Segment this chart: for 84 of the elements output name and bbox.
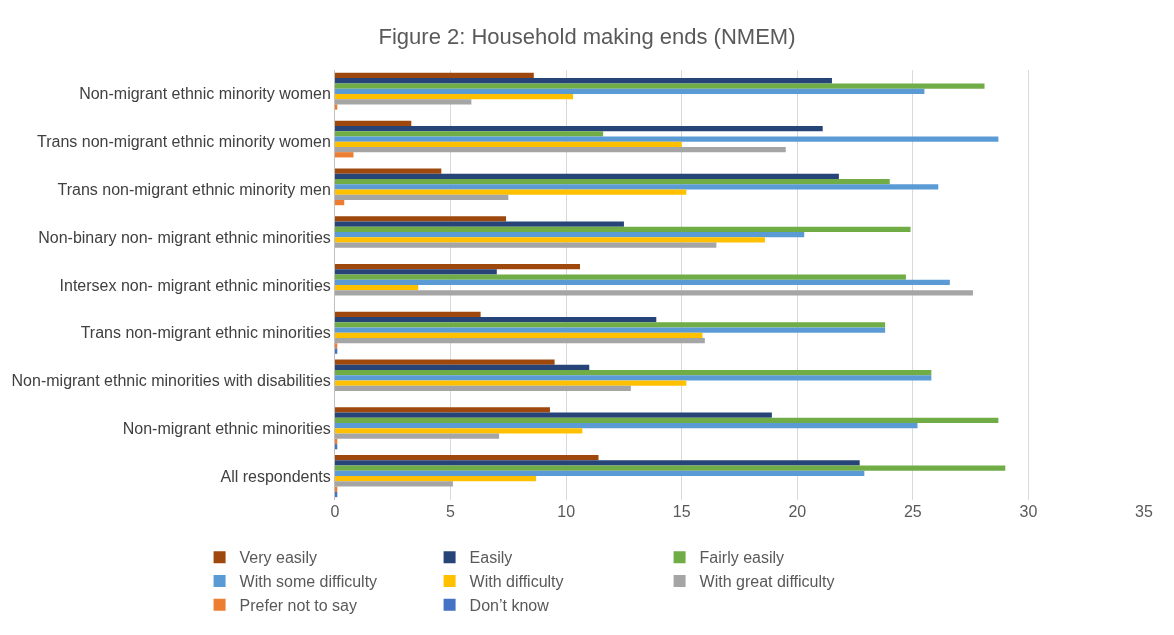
x-tick-label: 25	[903, 503, 922, 520]
bar	[335, 460, 860, 466]
bar	[335, 221, 624, 227]
chart-title: Figure 2: Household making ends (NMEM)	[378, 23, 796, 49]
bar	[335, 380, 687, 386]
bar	[335, 343, 338, 349]
bar	[335, 152, 354, 158]
y-tick-label: Trans non-migrant ethnic minority men	[57, 181, 331, 199]
bar	[335, 242, 717, 248]
bar	[335, 375, 932, 381]
bar	[335, 269, 497, 275]
bar	[335, 88, 925, 94]
bar	[335, 359, 555, 365]
y-tick-label: Intersex non- migrant ethnic minorities	[59, 276, 331, 294]
bar	[335, 194, 509, 200]
bar	[335, 93, 574, 100]
bar	[335, 237, 765, 243]
legend-label: With some difficulty	[239, 573, 378, 591]
bar	[335, 476, 537, 482]
bar	[335, 263, 581, 270]
bar	[335, 364, 590, 371]
bar	[335, 146, 786, 153]
bar	[335, 481, 453, 487]
bar	[335, 216, 507, 222]
x-tick-label: 20	[788, 503, 807, 520]
bar	[335, 189, 687, 195]
bar	[335, 322, 886, 328]
x-tick-label: 10	[557, 503, 576, 520]
y-tick-label: All respondents	[220, 467, 331, 485]
y-tick-label: Non-migrant ethnic minorities with disabilities	[11, 372, 331, 390]
legend-label: Prefer not to say	[239, 597, 357, 615]
bar	[335, 141, 682, 147]
bar	[335, 72, 534, 79]
x-tick-label: 35	[1135, 503, 1153, 520]
bar	[335, 274, 906, 280]
bar	[335, 465, 1006, 471]
bar	[335, 178, 890, 185]
legend-label: Easily	[469, 549, 513, 567]
bar	[335, 423, 918, 429]
bar	[335, 173, 839, 179]
bar	[335, 290, 973, 296]
bar	[335, 433, 500, 439]
bar	[335, 317, 657, 323]
y-tick-label: Non-binary non- migrant ethnic minorities	[38, 228, 331, 246]
bar	[335, 455, 599, 461]
bar	[335, 131, 604, 137]
bar	[335, 327, 886, 333]
bar	[335, 470, 865, 477]
bar	[335, 407, 550, 413]
legend-label: Don’t know	[469, 597, 550, 615]
x-tick-label: 5	[446, 503, 456, 520]
bar	[335, 285, 419, 291]
bar	[335, 332, 703, 339]
bar	[335, 226, 911, 232]
legend-label: With great difficulty	[699, 573, 835, 591]
bar	[335, 136, 999, 142]
bar	[335, 78, 832, 84]
bar	[335, 370, 932, 376]
bar	[335, 412, 772, 418]
bar	[335, 311, 481, 318]
bar	[335, 104, 338, 110]
bar	[335, 385, 631, 392]
bar	[335, 279, 950, 285]
bar	[335, 231, 805, 238]
bar	[335, 120, 412, 126]
y-tick-label: Trans non-migrant ethnic minorities	[80, 324, 331, 342]
bar	[335, 125, 823, 132]
x-tick-label: 15	[672, 503, 691, 520]
bar	[335, 338, 705, 344]
bar	[335, 428, 583, 434]
bar	[335, 168, 442, 174]
bar	[335, 417, 999, 424]
y-tick-label: Trans non-migrant ethnic minority women	[37, 133, 331, 151]
y-tick-label: Non-migrant ethnic minorities	[122, 419, 331, 437]
bar	[335, 184, 939, 190]
bar	[335, 99, 472, 105]
x-tick-label: 0	[330, 503, 340, 520]
bar	[335, 83, 985, 89]
legend-label: Fairly easily	[699, 549, 785, 567]
x-tick-label: 30	[1019, 503, 1038, 520]
legend-label: Very easily	[239, 549, 317, 567]
bar	[335, 199, 345, 206]
legend-label: With difficulty	[469, 573, 564, 591]
y-tick-label: Non-migrant ethnic minority women	[79, 85, 331, 103]
